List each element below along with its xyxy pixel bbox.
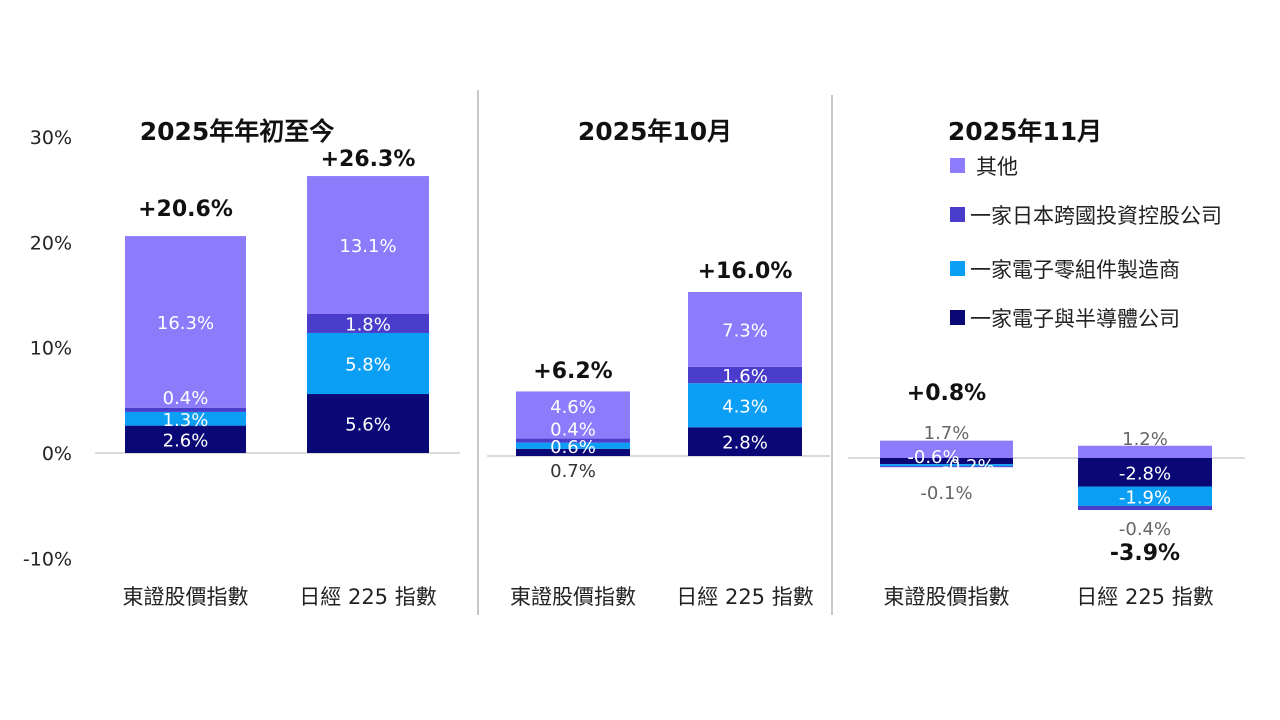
bar-segment bbox=[688, 427, 802, 456]
total-label: +16.0% bbox=[698, 259, 793, 284]
legend-swatch bbox=[950, 207, 965, 222]
y-tick-label: 30% bbox=[30, 127, 72, 149]
data-label: 7.3% bbox=[722, 320, 768, 341]
legend-label: 其他 bbox=[976, 155, 1018, 179]
y-tick-label: 0% bbox=[42, 443, 72, 465]
data-label: -0.1% bbox=[920, 483, 972, 504]
data-label: -0.6% bbox=[907, 447, 959, 468]
chart-panel-3: 2025年11月 -0.6%-0.2% -0.1% 1.7% +0.8% 東證股價指數 -2… bbox=[848, 117, 1245, 609]
data-label: 1.3% bbox=[163, 410, 209, 431]
y-tick-label: -10% bbox=[23, 548, 72, 570]
bar-segment bbox=[880, 466, 1013, 468]
bar-segment bbox=[307, 394, 429, 453]
legend-label: 一家電子與半導體公司 bbox=[970, 307, 1180, 331]
data-label: 1.8% bbox=[345, 314, 391, 335]
panel-title: 2025年年初至今 bbox=[140, 117, 335, 146]
category-label: 日經 225 指數 bbox=[676, 585, 813, 609]
data-label: 13.1% bbox=[339, 236, 396, 257]
bar-segment bbox=[1078, 458, 1212, 487]
bar-segment bbox=[880, 440, 1013, 458]
bar-segment bbox=[1078, 505, 1212, 511]
bar-segment bbox=[880, 458, 1013, 465]
chart-panel-1: 2025年年初至今 30% 20% 10% 0% -10% 2.6%1.3%0.4% 16.3… bbox=[23, 117, 460, 609]
bar-segment bbox=[688, 366, 802, 384]
chart-panel-2: 2025年10月 0.7% 0.6%0.4%4.6% +6.2% 東證股價指數 2.8% 4… bbox=[487, 117, 830, 609]
data-label: 0.4% bbox=[163, 388, 209, 409]
data-label: 0.6% bbox=[550, 437, 596, 458]
bar-segment bbox=[688, 383, 802, 428]
bar-segment bbox=[125, 425, 246, 453]
data-label: 16.3% bbox=[157, 313, 214, 334]
panel-title: 2025年10月 bbox=[578, 117, 732, 146]
legend-item: 其他 bbox=[950, 155, 1018, 179]
data-label: 2.6% bbox=[163, 430, 209, 451]
category-label: 東證股價指數 bbox=[510, 585, 636, 609]
legend-label: 一家電子零組件製造商 bbox=[970, 258, 1180, 282]
category-label: 東證股價指數 bbox=[884, 585, 1010, 609]
legend-swatch bbox=[950, 158, 965, 173]
bar-segment bbox=[125, 407, 246, 412]
bar-segment bbox=[516, 391, 630, 439]
bar-segment bbox=[1078, 486, 1212, 506]
total-label: +6.2% bbox=[533, 359, 612, 384]
legend-swatch bbox=[950, 310, 965, 325]
total-label: +26.3% bbox=[321, 147, 416, 172]
legend-item: 一家日本跨國投資控股公司 bbox=[950, 204, 1222, 228]
data-label: 0.7% bbox=[550, 461, 596, 482]
legend-label: 一家日本跨國投資控股公司 bbox=[970, 204, 1222, 228]
data-label: 1.7% bbox=[924, 423, 970, 444]
bar-segment bbox=[307, 176, 429, 315]
data-label: -0.2% bbox=[942, 456, 994, 477]
total-label: +0.8% bbox=[907, 381, 986, 406]
bar-segment bbox=[880, 464, 1013, 467]
data-label: 5.8% bbox=[345, 354, 391, 375]
bar-segment bbox=[516, 448, 630, 456]
data-label: 2.8% bbox=[722, 433, 768, 454]
data-label: -1.9% bbox=[1119, 487, 1171, 508]
category-label: 日經 225 指數 bbox=[299, 585, 436, 609]
data-label: 1.6% bbox=[722, 366, 768, 387]
bar-segment bbox=[125, 411, 246, 426]
data-label: -0.4% bbox=[1119, 519, 1171, 540]
bar-segment bbox=[1078, 445, 1212, 458]
bar-segment bbox=[688, 292, 802, 367]
data-label: 4.6% bbox=[550, 397, 596, 418]
bar-segment bbox=[307, 314, 429, 333]
legend-item: 一家電子零組件製造商 bbox=[950, 258, 1180, 282]
legend-swatch bbox=[950, 261, 965, 276]
data-label: 1.2% bbox=[1122, 429, 1168, 450]
category-label: 東證股價指數 bbox=[123, 585, 249, 609]
y-tick-label: 20% bbox=[30, 232, 72, 254]
data-label: 5.6% bbox=[345, 415, 391, 436]
total-label: +20.6% bbox=[138, 197, 233, 222]
bar-segment bbox=[516, 438, 630, 443]
panel-title: 2025年11月 bbox=[948, 117, 1102, 146]
legend-item: 一家電子與半導體公司 bbox=[950, 307, 1180, 331]
data-label: -2.8% bbox=[1119, 463, 1171, 484]
total-label: -3.9% bbox=[1110, 541, 1180, 566]
bar-segment bbox=[516, 442, 630, 449]
category-label: 日經 225 指數 bbox=[1076, 585, 1213, 609]
y-tick-label: 10% bbox=[30, 338, 72, 360]
bar-segment bbox=[307, 332, 429, 395]
bar-segment bbox=[125, 236, 246, 408]
data-label: 4.3% bbox=[722, 396, 768, 417]
data-label: 0.4% bbox=[550, 420, 596, 441]
